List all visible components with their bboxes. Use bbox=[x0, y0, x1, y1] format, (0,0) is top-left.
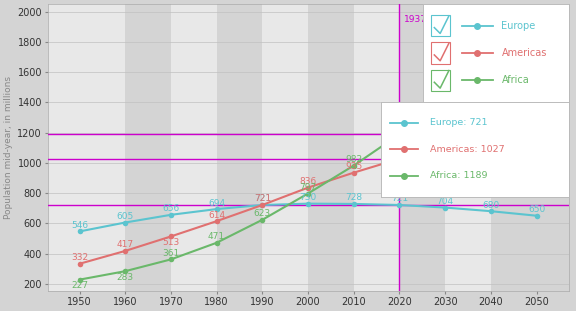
Text: 935: 935 bbox=[345, 162, 362, 171]
Bar bbox=[491, 4, 537, 291]
Bar bbox=[445, 4, 491, 291]
Y-axis label: Population mid-year, in millions: Population mid-year, in millions bbox=[4, 76, 13, 219]
Text: 836: 836 bbox=[300, 177, 317, 186]
Text: 704: 704 bbox=[437, 197, 454, 206]
Text: 227: 227 bbox=[71, 281, 88, 290]
FancyBboxPatch shape bbox=[431, 15, 450, 36]
FancyBboxPatch shape bbox=[431, 42, 450, 64]
Bar bbox=[125, 4, 171, 291]
Bar bbox=[354, 4, 399, 291]
Bar bbox=[217, 4, 262, 291]
Text: 728: 728 bbox=[345, 193, 362, 202]
Text: 721: 721 bbox=[391, 194, 408, 203]
Bar bbox=[308, 4, 354, 291]
Text: Africa: Africa bbox=[502, 75, 529, 85]
Bar bbox=[47, 4, 79, 291]
Text: 1231: 1231 bbox=[525, 118, 548, 126]
Text: 614: 614 bbox=[208, 211, 225, 220]
Text: 623: 623 bbox=[254, 209, 271, 218]
Text: 1231: 1231 bbox=[545, 123, 569, 132]
Text: 605: 605 bbox=[116, 212, 134, 221]
Text: 656: 656 bbox=[162, 204, 180, 213]
Text: 797: 797 bbox=[300, 183, 317, 192]
Text: 730: 730 bbox=[300, 193, 317, 202]
Text: Europe: 721: Europe: 721 bbox=[430, 118, 487, 127]
Bar bbox=[79, 4, 125, 291]
Text: 1937: 1937 bbox=[404, 15, 427, 24]
Text: Americas: 1027: Americas: 1027 bbox=[430, 145, 505, 154]
Text: 1189: 1189 bbox=[388, 124, 411, 133]
Text: 650: 650 bbox=[528, 205, 545, 214]
Bar bbox=[537, 4, 569, 291]
Text: Americas: Americas bbox=[502, 48, 547, 58]
Text: 332: 332 bbox=[71, 253, 88, 262]
Text: 1027: 1027 bbox=[388, 148, 411, 157]
Text: Europe: Europe bbox=[502, 21, 536, 31]
Bar bbox=[171, 4, 217, 291]
Text: 471: 471 bbox=[208, 232, 225, 241]
Text: 694: 694 bbox=[208, 198, 225, 207]
Text: 283: 283 bbox=[117, 273, 134, 282]
Text: 721: 721 bbox=[254, 194, 271, 203]
Bar bbox=[262, 4, 308, 291]
Text: 680: 680 bbox=[482, 201, 499, 210]
Text: Africa: 1189: Africa: 1189 bbox=[430, 171, 487, 180]
Text: 361: 361 bbox=[162, 249, 180, 258]
Text: 417: 417 bbox=[117, 240, 134, 249]
Text: 513: 513 bbox=[162, 238, 180, 247]
Text: 546: 546 bbox=[71, 221, 88, 230]
Text: 721: 721 bbox=[254, 194, 271, 203]
FancyBboxPatch shape bbox=[431, 70, 450, 91]
Text: 982: 982 bbox=[345, 155, 362, 164]
Bar bbox=[399, 4, 445, 291]
